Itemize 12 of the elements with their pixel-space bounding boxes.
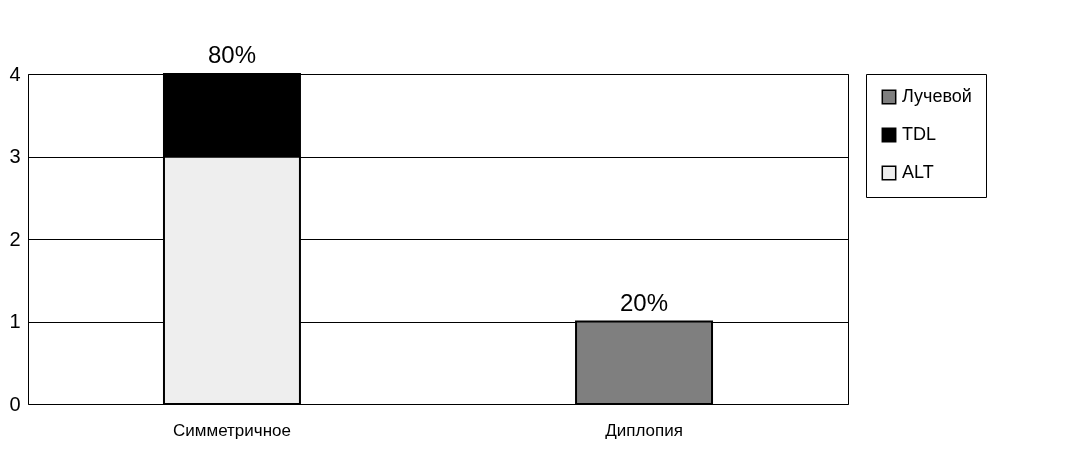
legend-label: Лучевой <box>902 86 972 106</box>
y-tick-label: 2 <box>9 227 21 250</box>
y-tick-label: 3 <box>9 145 21 167</box>
x-tick-label: Диплопия <box>605 420 683 440</box>
legend-label: TDL <box>902 124 937 144</box>
y-tick-label: 0 <box>9 392 21 415</box>
annotation: 80% <box>207 41 256 68</box>
x-tick-label: Симметричное <box>173 420 291 440</box>
annotation: 20% <box>620 288 669 316</box>
y-tick-label: 1 <box>9 310 21 332</box>
y-tick-label: 4 <box>9 62 21 85</box>
legend-label: ALT <box>902 162 934 182</box>
